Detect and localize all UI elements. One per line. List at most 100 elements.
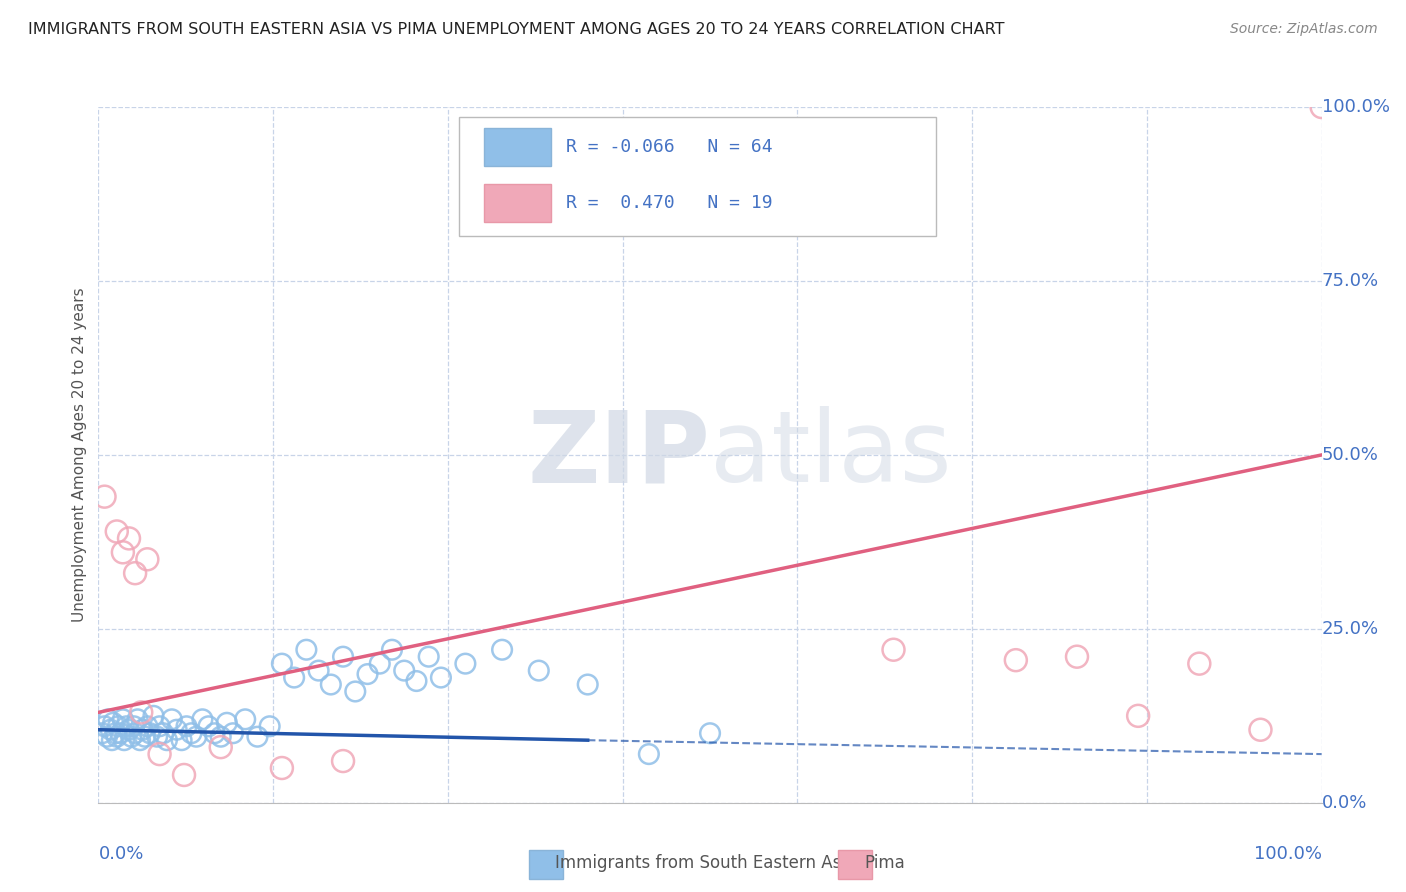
Point xyxy=(1128,708,1150,723)
Point xyxy=(97,712,120,726)
Point xyxy=(96,730,118,744)
Point xyxy=(160,712,183,726)
Point xyxy=(332,649,354,664)
Point xyxy=(139,726,162,740)
Point xyxy=(142,708,165,723)
Point xyxy=(283,671,305,685)
Point xyxy=(576,677,599,691)
Point xyxy=(111,545,134,559)
Point xyxy=(170,733,193,747)
Point xyxy=(156,733,179,747)
Point xyxy=(332,754,354,768)
Point xyxy=(883,642,905,657)
Text: Immigrants from South Eastern Asia: Immigrants from South Eastern Asia xyxy=(555,854,856,871)
Point xyxy=(115,719,138,733)
Point xyxy=(111,712,134,726)
Point xyxy=(173,768,195,782)
Point xyxy=(100,723,122,737)
Text: atlas: atlas xyxy=(710,407,952,503)
Text: ZIP: ZIP xyxy=(527,407,710,503)
Point xyxy=(105,730,128,744)
Point xyxy=(131,723,153,737)
Point xyxy=(270,761,294,775)
Point xyxy=(91,726,114,740)
Point xyxy=(149,747,172,761)
Point xyxy=(136,552,159,566)
Text: 50.0%: 50.0% xyxy=(1322,446,1378,464)
Point xyxy=(215,715,238,730)
Point xyxy=(118,532,141,546)
Point xyxy=(197,719,219,733)
Point xyxy=(222,726,245,740)
Point xyxy=(1250,723,1272,737)
Point xyxy=(149,719,172,733)
Point xyxy=(1310,100,1333,114)
Point xyxy=(104,726,127,740)
Point xyxy=(430,671,453,685)
Point xyxy=(259,719,281,733)
Point xyxy=(105,524,128,539)
Text: 25.0%: 25.0% xyxy=(1322,620,1379,638)
Text: R = -0.066   N = 64: R = -0.066 N = 64 xyxy=(565,138,772,156)
Point xyxy=(319,677,342,691)
Point xyxy=(129,733,152,747)
Point xyxy=(136,719,159,733)
Point xyxy=(344,684,367,698)
Point xyxy=(491,642,513,657)
Text: 100.0%: 100.0% xyxy=(1322,98,1389,116)
Point xyxy=(134,730,156,744)
Point xyxy=(454,657,477,671)
Point xyxy=(191,712,214,726)
Point xyxy=(356,667,378,681)
Point xyxy=(1188,657,1211,671)
Point xyxy=(699,726,721,740)
Point xyxy=(392,664,416,678)
Point xyxy=(186,730,208,744)
Point xyxy=(118,723,141,737)
Point xyxy=(1004,653,1026,667)
Point xyxy=(233,712,256,726)
Point xyxy=(122,719,145,733)
Point xyxy=(204,726,226,740)
Text: R =  0.470   N = 19: R = 0.470 N = 19 xyxy=(565,194,772,212)
Point xyxy=(146,730,169,744)
Text: 75.0%: 75.0% xyxy=(1322,272,1379,290)
Point xyxy=(527,664,550,678)
Point xyxy=(246,730,269,744)
Point xyxy=(101,733,124,747)
Text: IMMIGRANTS FROM SOUTH EASTERN ASIA VS PIMA UNEMPLOYMENT AMONG AGES 20 TO 24 YEAR: IMMIGRANTS FROM SOUTH EASTERN ASIA VS PI… xyxy=(28,22,1005,37)
Point xyxy=(368,657,391,671)
Point xyxy=(112,733,135,747)
Point xyxy=(93,490,115,504)
Point xyxy=(381,642,404,657)
Point xyxy=(209,730,232,744)
Point xyxy=(152,726,174,740)
Point xyxy=(93,719,115,733)
Point xyxy=(101,715,124,730)
Point xyxy=(124,566,146,581)
Text: 0.0%: 0.0% xyxy=(98,845,143,863)
Text: Source: ZipAtlas.com: Source: ZipAtlas.com xyxy=(1230,22,1378,37)
Point xyxy=(418,649,440,664)
FancyBboxPatch shape xyxy=(460,118,936,235)
Point xyxy=(129,706,152,720)
Point xyxy=(107,719,129,733)
Point xyxy=(209,740,232,755)
FancyBboxPatch shape xyxy=(484,128,551,166)
Text: 0.0%: 0.0% xyxy=(1322,794,1367,812)
Point xyxy=(127,712,149,726)
Point xyxy=(120,730,142,744)
Point xyxy=(405,674,427,689)
Point xyxy=(176,719,198,733)
Point xyxy=(124,726,146,740)
Point xyxy=(166,723,188,737)
FancyBboxPatch shape xyxy=(484,184,551,222)
Point xyxy=(110,726,132,740)
Point xyxy=(1066,649,1088,664)
Y-axis label: Unemployment Among Ages 20 to 24 years: Unemployment Among Ages 20 to 24 years xyxy=(72,287,87,623)
Point xyxy=(270,657,294,671)
Point xyxy=(180,726,202,740)
Text: 100.0%: 100.0% xyxy=(1254,845,1322,863)
Point xyxy=(637,747,661,761)
Text: Pima: Pima xyxy=(865,854,905,871)
